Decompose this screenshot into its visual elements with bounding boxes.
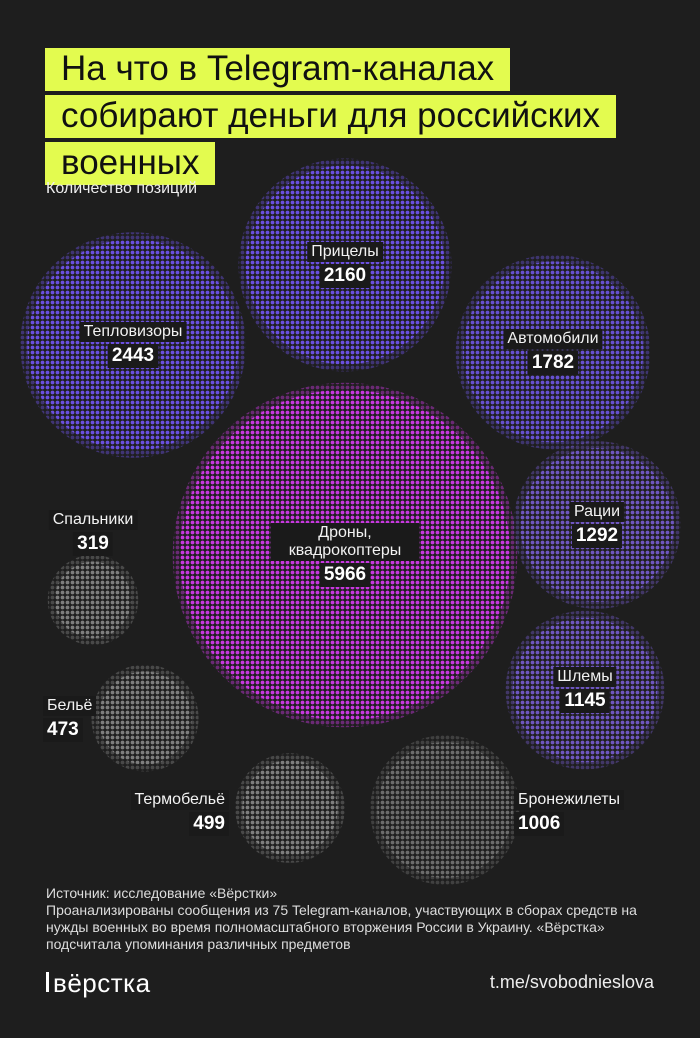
value-label: 1782 [527,351,579,375]
bubble-label: Спальники 319 [48,510,138,556]
value-label: 2443 [107,344,159,368]
value-label: 319 [73,532,113,556]
category-label: Шлемы [553,667,617,687]
bubble [47,554,139,646]
brand-logo: вёрстка [46,968,151,999]
value-label: 2160 [319,264,371,288]
footnote: Источник: исследование «Вёрстки» Проанал… [46,885,646,953]
category-label: Прицелы [307,242,383,262]
bubble [235,753,345,863]
note: Проанализированы сообщения из 75 Telegra… [46,902,637,952]
value-label: 473 [43,718,83,742]
title-text: На что в Telegram-каналах собирают деньг… [45,48,617,185]
bubble-label: Рации 1292 [569,502,625,548]
chart-title: На что в Telegram-каналах собирают деньг… [45,45,645,186]
bubble-label: Прицелы 2160 [307,242,383,288]
bubble [370,735,520,885]
bubble-label: Бельё 473 [43,696,97,742]
category-label: Автомобили [503,329,603,349]
category-label: Дроны, квадрокоптеры [271,523,419,561]
bubble-label: Автомобили 1782 [503,329,603,375]
category-label: Бельё [43,696,97,716]
bubble-label: Термобельё 499 [130,790,229,836]
category-label: Термобельё [130,790,229,810]
category-label: Рации [569,502,625,522]
category-label: Бронежилеты [514,790,625,810]
value-label: 1292 [571,524,623,548]
bubble-label: Шлемы 1145 [553,667,617,713]
channel-link: t.me/svobodnieslova [489,972,654,992]
value-label: 1006 [514,812,565,836]
category-label: Спальники [48,510,138,530]
bubble-label: Тепловизоры 2443 [79,322,187,368]
value-label: 5966 [319,563,371,587]
bubble-label: Дроны, квадрокоптеры 5966 [271,523,419,587]
bubble-label: Бронежилеты 1006 [514,790,625,836]
subtitle: Количество позиций [46,180,198,197]
value-label: 1145 [560,689,610,713]
category-label: Тепловизоры [79,322,187,342]
value-label: 499 [189,812,229,836]
bubble [91,664,199,772]
source: Источник: исследование «Вёрстки» [46,885,278,901]
